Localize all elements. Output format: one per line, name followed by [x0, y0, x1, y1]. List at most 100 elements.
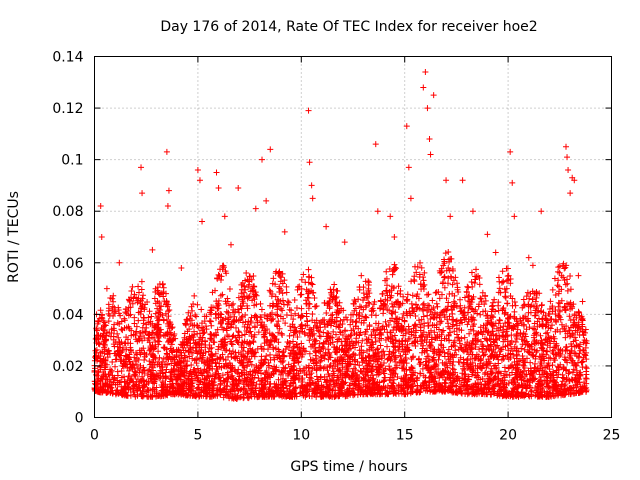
data-point: [564, 280, 571, 287]
data-point: [297, 291, 304, 298]
data-point: [418, 349, 425, 356]
data-point: [511, 308, 518, 315]
data-point: [502, 293, 509, 300]
data-point: [183, 316, 190, 323]
data-point: [281, 277, 288, 284]
data-point: [434, 303, 441, 310]
data-point: [217, 277, 224, 284]
data-point: [395, 348, 402, 355]
data-point: [353, 318, 360, 325]
data-point: [133, 294, 140, 301]
data-point: [551, 275, 558, 282]
data-point: [400, 365, 407, 372]
data-point: [279, 290, 286, 297]
data-point: [477, 311, 484, 318]
data-point: [489, 314, 496, 321]
data-point: [506, 372, 513, 379]
data-point: [450, 321, 457, 328]
data-point: [194, 301, 201, 308]
data-point: [308, 280, 315, 287]
data-points: [91, 68, 590, 402]
data-point: [275, 318, 282, 325]
data-point: [425, 291, 432, 298]
data-point: [334, 287, 341, 294]
data-point: [265, 362, 272, 369]
data-point: [549, 286, 556, 293]
data-point: [512, 302, 519, 309]
data-point: [284, 298, 291, 305]
data-point: [215, 271, 222, 278]
data-point: [445, 249, 452, 256]
data-point: [374, 345, 381, 352]
data-point: [411, 278, 418, 285]
data-point: [325, 346, 332, 353]
data-point: [554, 282, 561, 289]
data-point: [449, 281, 456, 288]
data-point: [226, 286, 233, 293]
data-point: [365, 279, 372, 286]
data-point: [298, 291, 305, 298]
data-point: [499, 268, 506, 275]
data-point: [443, 295, 450, 302]
data-point: [529, 296, 536, 303]
data-point: [511, 299, 518, 306]
data-point: [201, 329, 208, 336]
data-point: [228, 302, 235, 309]
data-point: [417, 259, 424, 266]
data-point: [512, 338, 519, 345]
data-point: [208, 322, 215, 329]
data-point: [542, 330, 549, 337]
data-point: [415, 317, 422, 324]
data-point: [569, 369, 576, 376]
data-point: [383, 268, 390, 275]
data-point: [217, 292, 224, 299]
data-point: [118, 326, 125, 333]
data-point: [320, 329, 327, 336]
data-point: [445, 320, 452, 327]
data-point: [151, 295, 158, 302]
data-point: [377, 342, 384, 349]
data-point: [131, 314, 138, 321]
data-point: [218, 311, 225, 318]
data-point: [409, 292, 416, 299]
data-point: [562, 281, 569, 288]
data-point: [400, 293, 407, 300]
data-point: [572, 337, 579, 344]
data-point: [453, 317, 460, 324]
data-point: [470, 327, 477, 334]
data-point: [286, 332, 293, 339]
data-point: [532, 312, 539, 319]
data-point: [583, 368, 590, 375]
data-point: [336, 328, 343, 335]
data-point: [567, 272, 574, 279]
data-point: [191, 292, 198, 299]
data-point: [274, 312, 281, 319]
data-point: [138, 278, 145, 285]
data-point: [450, 366, 457, 373]
data-point: [298, 305, 305, 312]
data-point: [473, 266, 480, 273]
data-point: [429, 297, 436, 304]
data-point: [182, 322, 189, 329]
data-point: [283, 289, 290, 296]
data-point: [138, 286, 145, 293]
data-point: [223, 308, 230, 315]
data-point: [198, 306, 205, 313]
data-point: [309, 311, 316, 318]
data-point: [424, 312, 431, 319]
data-point: [496, 316, 503, 323]
data-point: [248, 314, 255, 321]
data-point: [478, 295, 485, 302]
data-point: [258, 353, 265, 360]
data-point: [559, 371, 566, 378]
data-point: [549, 322, 556, 329]
data-point: [424, 291, 431, 298]
data-point: [359, 337, 366, 344]
data-point: [432, 289, 439, 296]
data-point: [131, 291, 138, 298]
data-point: [155, 317, 162, 324]
data-point: [444, 280, 451, 287]
data-point: [504, 265, 511, 272]
data-point: [317, 358, 324, 365]
